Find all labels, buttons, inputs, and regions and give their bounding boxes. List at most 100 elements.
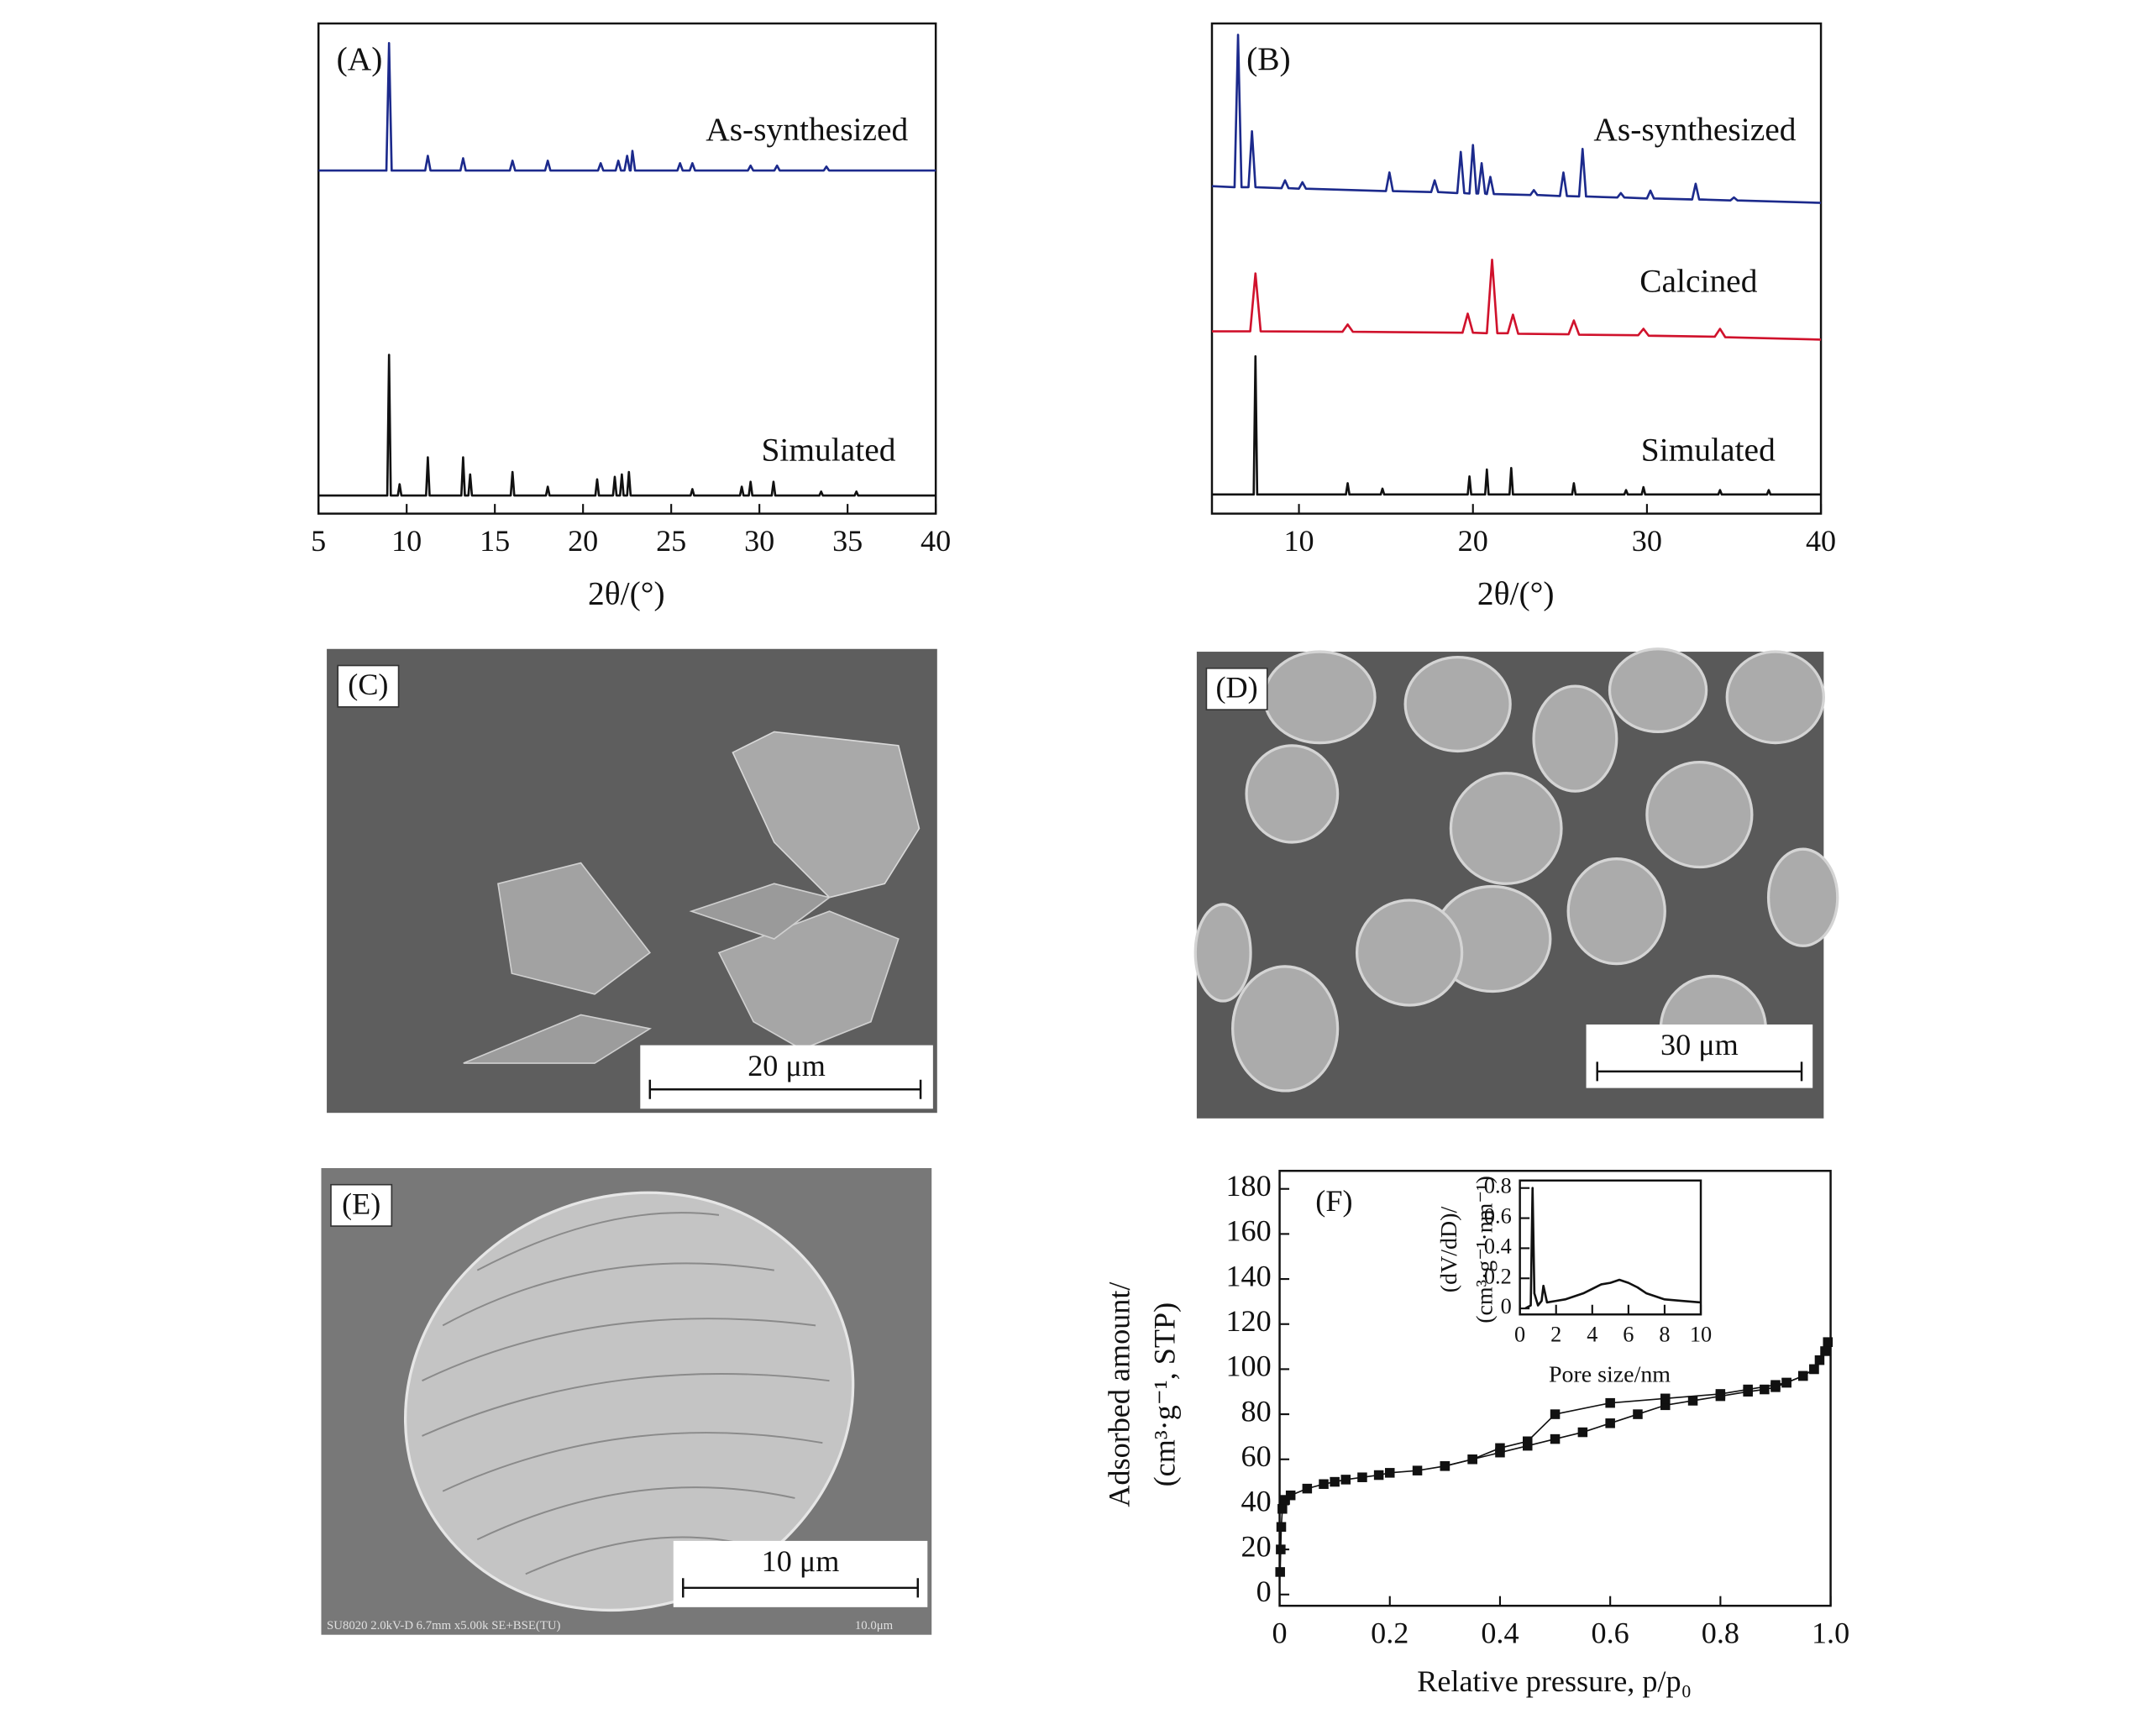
data-point — [1373, 1470, 1384, 1481]
data-point — [1275, 1567, 1285, 1577]
data-point — [1340, 1475, 1351, 1485]
scale-bar-label: 10 μm — [762, 1544, 840, 1578]
series-line — [318, 41, 936, 172]
data-point — [1550, 1433, 1561, 1444]
series-line — [1279, 1341, 1829, 1572]
series-line — [1211, 354, 1822, 496]
x-axis-label: 2θ/(°) — [588, 574, 665, 611]
y-tick-label: 180 — [1225, 1169, 1271, 1203]
x-tick-label: 2 — [1550, 1323, 1561, 1347]
y-axis-label: (cm³·g⁻¹·nm⁻¹) — [1472, 1176, 1498, 1323]
image-label: (D) — [1215, 670, 1257, 704]
image-label: (C) — [348, 668, 388, 701]
y-tick-label: 0.2 — [1484, 1264, 1512, 1288]
x-tick-label: 0.8 — [1702, 1617, 1739, 1650]
scale-bar-label: 20 μm — [748, 1049, 826, 1082]
sem-image-d: (D) 30 μm — [1193, 647, 1839, 1119]
panel-label: (F) — [1315, 1184, 1352, 1218]
series-label: Simulated — [1641, 431, 1776, 468]
image-footer: SU8020 2.0kV-D 6.7mm x5.00k SE+BSE(TU) — [327, 1619, 560, 1633]
data-point — [1760, 1384, 1770, 1395]
y-tick-label: 0.4 — [1484, 1234, 1512, 1258]
data-point — [1633, 1409, 1643, 1419]
data-point — [1385, 1468, 1395, 1478]
y-tick-label: 40 — [1241, 1485, 1272, 1518]
y-axis-label: (dV/dD)/ — [1436, 1207, 1462, 1293]
x-tick-label: 30 — [1632, 524, 1662, 558]
plot-frame — [1210, 22, 1823, 515]
x-tick-label: 25 — [656, 524, 686, 558]
data-point — [1823, 1337, 1833, 1347]
panel-label: (B) — [1246, 40, 1291, 77]
data-point — [1412, 1465, 1423, 1475]
y-tick-label: 160 — [1225, 1214, 1271, 1248]
x-tick-label: 35 — [832, 524, 863, 558]
data-point — [1605, 1418, 1615, 1428]
x-tick-label: 10 — [391, 524, 422, 558]
series-label: Simulated — [761, 431, 895, 468]
image-label: (E) — [342, 1187, 380, 1220]
series-label: As-synthesized — [1593, 111, 1796, 148]
plot-frame — [1519, 1179, 1702, 1316]
data-point — [1660, 1393, 1671, 1404]
data-point — [1814, 1355, 1825, 1365]
x-tick-label: 10 — [1690, 1323, 1712, 1347]
y-tick-label: 140 — [1225, 1259, 1271, 1292]
series-line — [1524, 1187, 1702, 1310]
data-point — [1276, 1522, 1287, 1533]
data-point — [1330, 1476, 1340, 1487]
x-tick-label: 0.2 — [1371, 1617, 1408, 1650]
x-tick-label: 0 — [1514, 1323, 1525, 1347]
data-point — [1820, 1346, 1830, 1356]
y-tick-label: 120 — [1225, 1304, 1271, 1338]
data-point — [1440, 1461, 1450, 1471]
series-label: As-synthesized — [706, 111, 908, 148]
y-axis-label: Adsorbed amount/ — [1102, 1281, 1136, 1507]
x-tick-label: 40 — [1806, 524, 1836, 558]
plot-frame — [1278, 1170, 1832, 1607]
data-point — [1357, 1472, 1367, 1482]
data-point — [1781, 1377, 1791, 1388]
x-tick-label: 4 — [1587, 1323, 1597, 1347]
y-tick-label: 0 — [1256, 1575, 1272, 1608]
x-tick-label: 0.4 — [1481, 1617, 1519, 1650]
data-point — [1605, 1397, 1615, 1408]
x-tick-label: 15 — [480, 524, 510, 558]
data-point — [1687, 1396, 1698, 1406]
y-tick-label: 0.6 — [1484, 1204, 1512, 1229]
x-tick-label: 20 — [568, 524, 598, 558]
scale-bar-label: 30 μm — [1660, 1028, 1739, 1061]
x-tick-label: 5 — [311, 524, 326, 558]
x-tick-label: 20 — [1458, 524, 1488, 558]
data-point — [1319, 1479, 1329, 1490]
y-tick-label: 80 — [1241, 1394, 1272, 1428]
sem-image-e: (E) 10 μm SU8020 2.0kV-D 6.7mm x5.00k SE… — [321, 1167, 932, 1635]
data-point — [1660, 1400, 1671, 1411]
data-point — [1302, 1483, 1313, 1494]
y-tick-label: 0 — [1501, 1294, 1512, 1318]
x-tick-label: 1.0 — [1812, 1617, 1849, 1650]
x-axis-label: Pore size/nm — [1549, 1362, 1671, 1388]
data-point — [1715, 1389, 1726, 1399]
x-tick-label: 0 — [1272, 1617, 1288, 1650]
data-point — [1277, 1504, 1288, 1514]
data-point — [1276, 1544, 1286, 1554]
data-point — [1577, 1427, 1588, 1438]
data-point — [1495, 1443, 1505, 1454]
x-tick-label: 40 — [921, 524, 951, 558]
series-label: Calcined — [1639, 263, 1757, 300]
data-point — [1770, 1380, 1781, 1390]
series-line — [1211, 258, 1822, 341]
data-point — [1280, 1495, 1290, 1505]
y-axis-label: (cm³·g⁻¹, STP) — [1148, 1302, 1182, 1487]
plot-frame — [317, 22, 937, 515]
series-line — [1211, 34, 1822, 204]
x-tick-label: 0.6 — [1592, 1617, 1629, 1650]
x-axis-label: Relative pressure, p/p₀ — [1417, 1664, 1692, 1698]
sem-image-c: (C) 20 μm — [327, 648, 937, 1114]
y-tick-label: 20 — [1241, 1529, 1272, 1563]
series-line — [318, 354, 936, 497]
y-tick-label: 100 — [1225, 1350, 1271, 1383]
image-footer-scale: 10.0μm — [855, 1619, 894, 1633]
